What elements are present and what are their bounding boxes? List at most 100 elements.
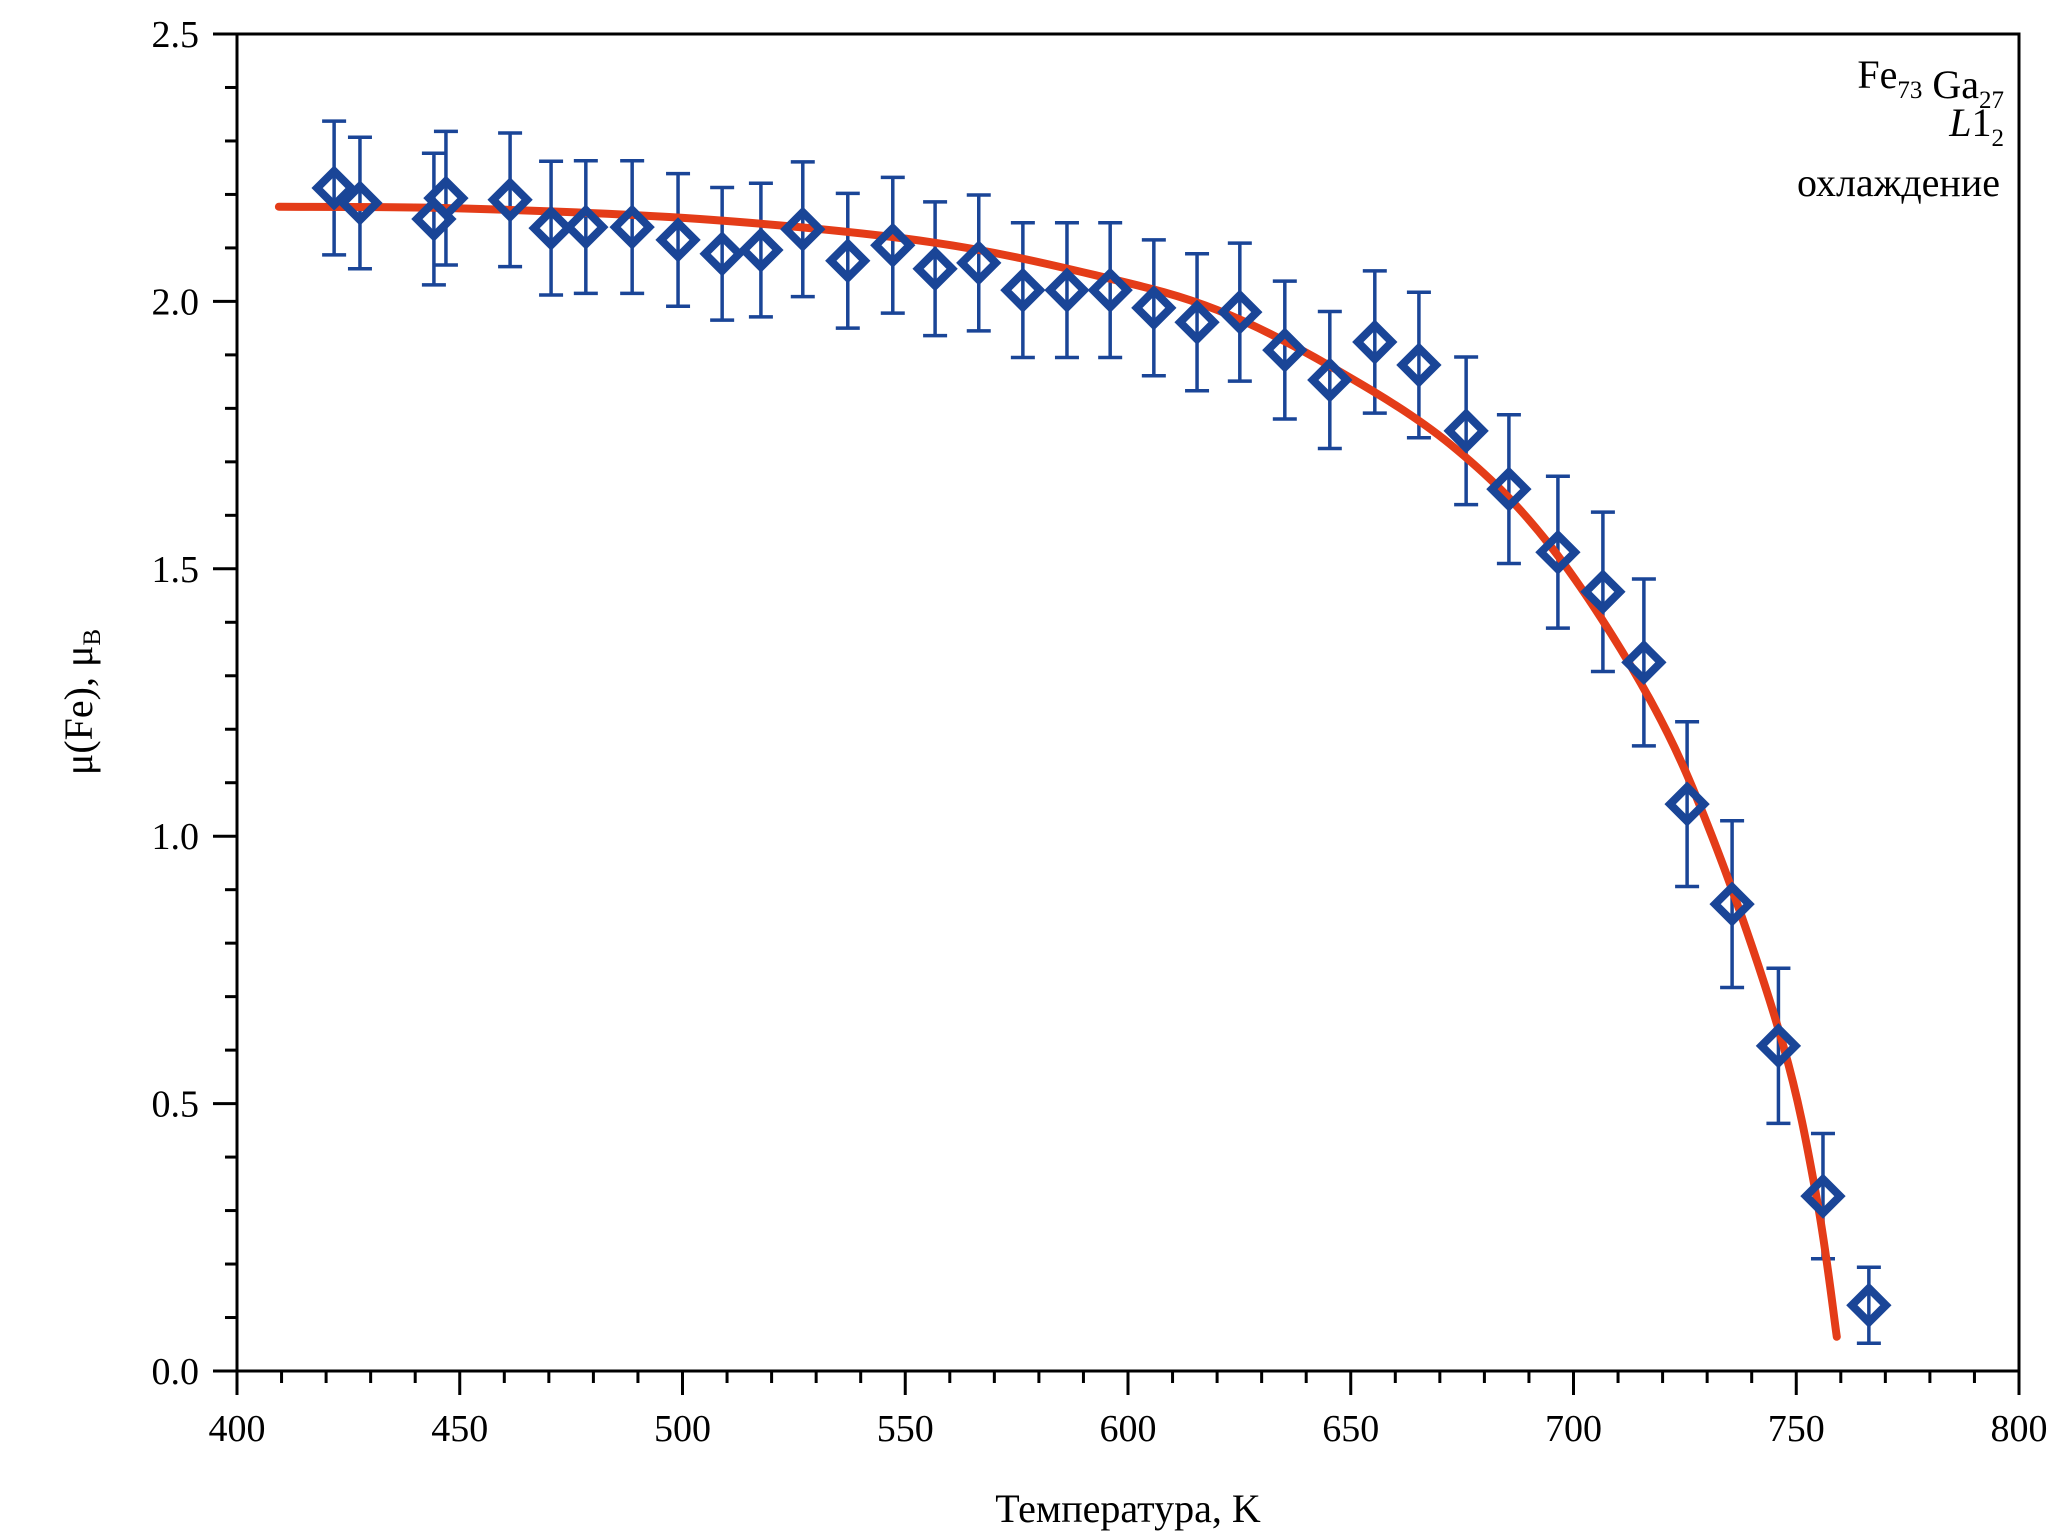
error-bar [1766,966,1791,1126]
data-point-marker [528,205,574,251]
x-tick-label: 550 [877,1408,934,1450]
annotation-structure: L12 [1948,100,2004,152]
y-axis-title-main: μ(Fe), μ [56,646,101,776]
error-bar [1010,221,1035,360]
data-point-marker [1846,1282,1892,1328]
annotation: Fe73 Ga27 L12 охлаждение [1797,52,2004,205]
annotation-text: 1 [1972,100,1992,145]
error-bar [573,158,598,296]
y-axis-title: μ(Fe), μB [56,629,106,775]
data-point-marker [1486,466,1532,512]
x-tick-label: 700 [1545,1408,1602,1450]
error-bar [1185,252,1210,393]
data-point-marker [912,246,958,292]
error-bar [1227,241,1252,383]
error-bars [322,119,1881,1345]
error-bar [1272,279,1297,421]
x-tick-label: 800 [1991,1408,2048,1450]
x-axis-title: Температура, K [995,1486,1261,1531]
error-bar [539,159,564,297]
error-bar [1631,577,1656,748]
data-point-marker [1352,319,1398,365]
y-tick-label: 1.0 [152,816,200,858]
x-tick-label: 450 [431,1408,488,1450]
data-point-marker [1621,639,1667,686]
data-point-marker [337,180,383,226]
annotation-text: L [1948,100,1971,145]
data-point-marker [738,227,784,273]
error-bar [1054,221,1079,360]
data-point-marker [1174,299,1220,345]
axes [235,32,2021,1373]
y-tick-label: 2.5 [152,14,200,56]
error-bar [1856,1265,1881,1345]
error-bar [1454,355,1479,507]
data-point-marker [1044,267,1090,313]
data-markers [311,165,1892,1328]
data-point-marker [1443,408,1489,454]
x-tick-label: 650 [1322,1408,1379,1450]
y-tick-label: 0.5 [152,1084,200,1126]
fit-curve [274,202,1841,1341]
data-point-marker [1709,881,1755,927]
tick-labels: 400 450 500 550 600 650 700 750 800 0.0 0.5 1.0 1.5 2… [152,14,2048,1450]
x-tick-label: 750 [1768,1408,1825,1450]
error-bar [1098,221,1123,360]
error-bar [923,200,948,338]
y-tick-label: 2.0 [152,281,200,323]
annotation-composition: Fe73 Ga27 [1857,52,2004,114]
x-tick-label: 400 [209,1408,266,1450]
plot-frame [235,32,2021,1373]
error-bar [835,191,860,330]
data-point-marker [1307,357,1353,403]
error-bar [1317,309,1342,451]
error-bar [1590,510,1615,674]
data-point-marker [423,175,469,221]
error-bar [1141,238,1166,378]
annotation-text: Ga [1922,62,1979,107]
data-point-marker [1087,267,1133,313]
data-point-marker [563,204,609,250]
data-point-marker [1535,529,1581,575]
error-bar [966,193,991,333]
data-point-marker [1800,1173,1846,1219]
ticks [213,32,2021,1395]
annotation-subscript: 73 [1897,77,1922,104]
data-point-marker [311,165,357,211]
y-tick-label: 1.5 [152,549,200,591]
error-bar [1675,720,1700,889]
data-point-marker [609,204,655,250]
error-bar [421,151,446,287]
data-point-marker [956,240,1002,286]
data-point-marker [1131,285,1177,331]
error-bar [748,181,773,319]
data-point-marker [825,238,871,284]
data-point-marker [1580,569,1626,615]
y-axis-title-sub: B [79,629,106,646]
error-bar [498,131,523,269]
data-point-marker [699,231,745,277]
data-point-marker [1262,327,1308,373]
error-bar [322,119,347,257]
x-tick-label: 600 [1100,1408,1157,1450]
data-point-marker [1217,289,1263,335]
error-bar [710,185,735,322]
data-point-marker [1664,781,1710,827]
data-point-marker [655,217,701,263]
error-bar [1720,818,1745,990]
fit-curve-group [274,202,1841,1341]
data-point-marker [1396,342,1442,388]
error-bar [880,175,905,315]
x-tick-label: 500 [654,1408,711,1450]
annotation-mode: охлаждение [1797,160,2000,205]
data-point-marker [780,206,826,252]
error-bar [1406,290,1431,440]
annotation-text: Fe [1857,52,1897,97]
error-bar [620,158,645,296]
error-bar [1496,413,1521,566]
data-point-marker [870,222,916,268]
error-bar [666,171,691,308]
data-point-marker [487,177,533,223]
annotation-subscript: 27 [1979,87,2004,114]
